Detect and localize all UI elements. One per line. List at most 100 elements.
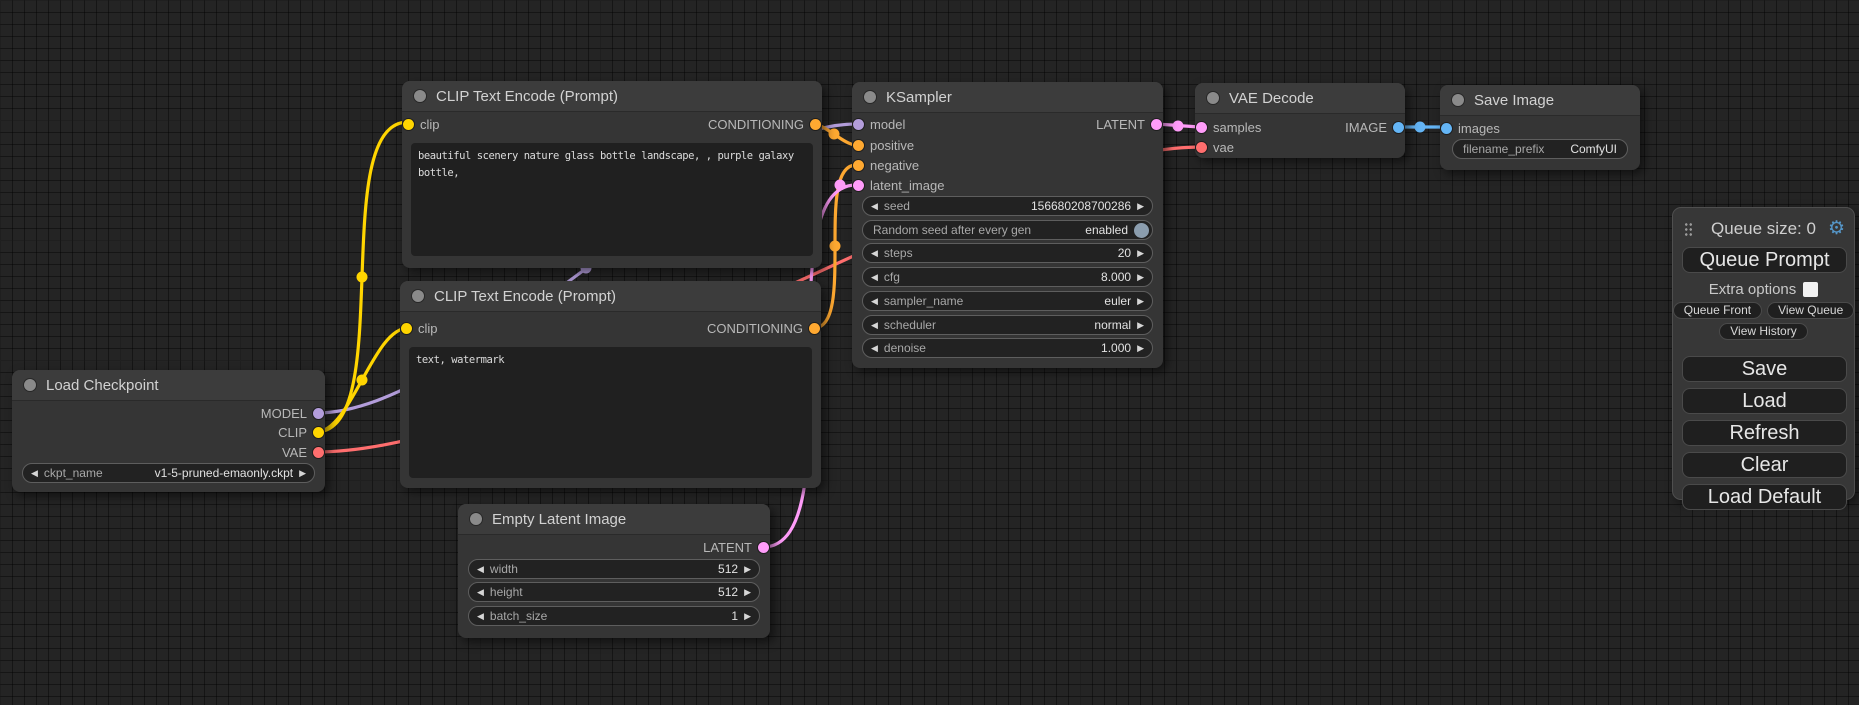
wire-dot-image[interactable] xyxy=(1414,121,1426,133)
node-title-bar[interactable]: KSampler xyxy=(852,82,1163,113)
output-slot-model[interactable] xyxy=(313,408,324,419)
node-load-checkpoint[interactable]: Load Checkpoint MODEL CLIP VAE ◀ ckpt_na… xyxy=(12,370,325,492)
collapse-dot-icon[interactable] xyxy=(412,290,424,302)
decrement-arrow-icon[interactable]: ◀ xyxy=(477,610,484,621)
node-title-bar[interactable]: Save Image xyxy=(1440,85,1640,116)
widget-seed[interactable]: ◀ seed 156680208700286 ▶ xyxy=(862,196,1153,216)
wire-dot-latent-image[interactable] xyxy=(834,179,846,191)
widget-label: batch_size xyxy=(489,609,548,623)
drag-handle-icon[interactable] xyxy=(1684,222,1692,237)
widget-filename-prefix[interactable]: filename_prefix ComfyUI xyxy=(1452,139,1628,159)
widget-height[interactable]: ◀ height 512 ▶ xyxy=(468,582,760,602)
widget-steps[interactable]: ◀ steps 20 ▶ xyxy=(862,243,1153,263)
wire-dot-conditioning-positive[interactable] xyxy=(828,128,840,140)
output-slot-conditioning[interactable] xyxy=(810,119,821,130)
input-slot-images[interactable] xyxy=(1441,123,1452,134)
extra-options-label: Extra options xyxy=(1708,281,1797,298)
widget-label: width xyxy=(489,562,518,576)
increment-arrow-icon[interactable]: ▶ xyxy=(744,563,751,574)
input-slot-positive[interactable] xyxy=(853,140,864,151)
input-slot-latent-image[interactable] xyxy=(853,180,864,191)
decrement-arrow-icon[interactable]: ◀ xyxy=(477,563,484,574)
clear-button[interactable]: Clear xyxy=(1682,452,1847,478)
decrement-arrow-icon[interactable]: ◀ xyxy=(871,200,878,211)
increment-arrow-icon[interactable]: ▶ xyxy=(1137,247,1144,258)
wire-dot-clip-positive[interactable] xyxy=(356,271,368,283)
output-slot-vae[interactable] xyxy=(313,447,324,458)
output-slot-conditioning[interactable] xyxy=(809,323,820,334)
output-label-model: MODEL xyxy=(260,406,307,421)
widget-cfg[interactable]: ◀ cfg 8.000 ▶ xyxy=(862,267,1153,287)
output-slot-clip[interactable] xyxy=(313,427,324,438)
node-vae-decode[interactable]: VAE Decode samples vae IMAGE xyxy=(1195,83,1405,158)
node-title-bar[interactable]: CLIP Text Encode (Prompt) xyxy=(400,281,821,312)
toggle-knob-icon[interactable] xyxy=(1134,222,1149,238)
settings-gear-icon[interactable]: ⚙ xyxy=(1827,218,1845,239)
input-slot-vae[interactable] xyxy=(1196,142,1207,153)
decrement-arrow-icon[interactable]: ◀ xyxy=(871,342,878,353)
refresh-button[interactable]: Refresh xyxy=(1682,420,1847,446)
output-slot-image[interactable] xyxy=(1393,122,1404,133)
wire-dot-latent-samples[interactable] xyxy=(1172,120,1184,132)
node-clip-text-encode-positive[interactable]: CLIP Text Encode (Prompt) clip CONDITION… xyxy=(402,81,822,268)
prompt-textarea-positive[interactable]: beautiful scenery nature glass bottle la… xyxy=(411,143,813,256)
queue-prompt-button[interactable]: Queue Prompt xyxy=(1682,247,1847,273)
widget-scheduler[interactable]: ◀ scheduler normal ▶ xyxy=(862,315,1153,335)
node-title-bar[interactable]: VAE Decode xyxy=(1195,83,1405,114)
widget-ckpt-name[interactable]: ◀ ckpt_name v1-5-pruned-emaonly.ckpt ▶ xyxy=(22,463,315,483)
decrement-arrow-icon[interactable]: ◀ xyxy=(871,319,878,330)
collapse-dot-icon[interactable] xyxy=(1452,94,1464,106)
widget-width[interactable]: ◀ width 512 ▶ xyxy=(468,559,760,579)
increment-arrow-icon[interactable]: ▶ xyxy=(1137,271,1144,282)
increment-arrow-icon[interactable]: ▶ xyxy=(1137,342,1144,353)
increment-arrow-icon[interactable]: ▶ xyxy=(744,586,751,597)
input-slot-model[interactable] xyxy=(853,119,864,130)
extra-options-checkbox[interactable] xyxy=(1803,282,1819,297)
output-label-clip: CLIP xyxy=(278,425,307,440)
node-save-image[interactable]: Save Image images filename_prefix ComfyU… xyxy=(1440,85,1640,170)
node-title: CLIP Text Encode (Prompt) xyxy=(436,88,619,105)
output-slot-latent[interactable] xyxy=(1151,119,1162,130)
decrement-arrow-icon[interactable]: ◀ xyxy=(477,586,484,597)
input-label-clip: clip xyxy=(420,117,440,132)
increment-arrow-icon[interactable]: ▶ xyxy=(299,467,306,478)
output-slot-latent[interactable] xyxy=(758,542,769,553)
collapse-dot-icon[interactable] xyxy=(414,90,426,102)
widget-denoise[interactable]: ◀ denoise 1.000 ▶ xyxy=(862,338,1153,358)
node-title-bar[interactable]: Load Checkpoint xyxy=(12,370,325,401)
node-ksampler[interactable]: KSampler model positive negative latent_… xyxy=(852,82,1163,368)
view-history-button[interactable]: View History xyxy=(1719,323,1808,340)
decrement-arrow-icon[interactable]: ◀ xyxy=(871,271,878,282)
widget-random-seed-toggle[interactable]: Random seed after every gen enabled xyxy=(862,220,1153,240)
collapse-dot-icon[interactable] xyxy=(864,91,876,103)
input-slot-clip[interactable] xyxy=(401,323,412,334)
node-title-bar[interactable]: CLIP Text Encode (Prompt) xyxy=(402,81,822,112)
increment-arrow-icon[interactable]: ▶ xyxy=(1137,200,1144,211)
collapse-dot-icon[interactable] xyxy=(24,379,36,391)
view-queue-button[interactable]: View Queue xyxy=(1767,302,1855,319)
decrement-arrow-icon[interactable]: ◀ xyxy=(871,295,878,306)
input-slot-samples[interactable] xyxy=(1196,122,1207,133)
increment-arrow-icon[interactable]: ▶ xyxy=(1137,319,1144,330)
node-title-bar[interactable]: Empty Latent Image xyxy=(458,504,770,535)
node-clip-text-encode-negative[interactable]: CLIP Text Encode (Prompt) clip CONDITION… xyxy=(400,281,821,488)
queue-front-button[interactable]: Queue Front xyxy=(1672,302,1763,319)
wire-dot-clip-negative[interactable] xyxy=(356,374,368,386)
increment-arrow-icon[interactable]: ▶ xyxy=(1137,295,1144,306)
decrement-arrow-icon[interactable]: ◀ xyxy=(31,467,38,478)
wire-dot-conditioning-negative[interactable] xyxy=(829,240,841,252)
load-button[interactable]: Load xyxy=(1682,388,1847,414)
input-label-model: model xyxy=(870,117,906,132)
prompt-textarea-negative[interactable]: text, watermark xyxy=(409,347,812,478)
widget-batch-size[interactable]: ◀ batch_size 1 ▶ xyxy=(468,606,760,626)
decrement-arrow-icon[interactable]: ◀ xyxy=(871,247,878,258)
widget-sampler-name[interactable]: ◀ sampler_name euler ▶ xyxy=(862,291,1153,311)
collapse-dot-icon[interactable] xyxy=(1207,92,1219,104)
input-slot-negative[interactable] xyxy=(853,160,864,171)
load-default-button[interactable]: Load Default xyxy=(1682,484,1847,510)
input-slot-clip[interactable] xyxy=(403,119,414,130)
increment-arrow-icon[interactable]: ▶ xyxy=(744,610,751,621)
save-button[interactable]: Save xyxy=(1682,356,1847,382)
collapse-dot-icon[interactable] xyxy=(470,513,482,525)
node-empty-latent-image[interactable]: Empty Latent Image LATENT ◀ width 512 ▶ … xyxy=(458,504,770,638)
